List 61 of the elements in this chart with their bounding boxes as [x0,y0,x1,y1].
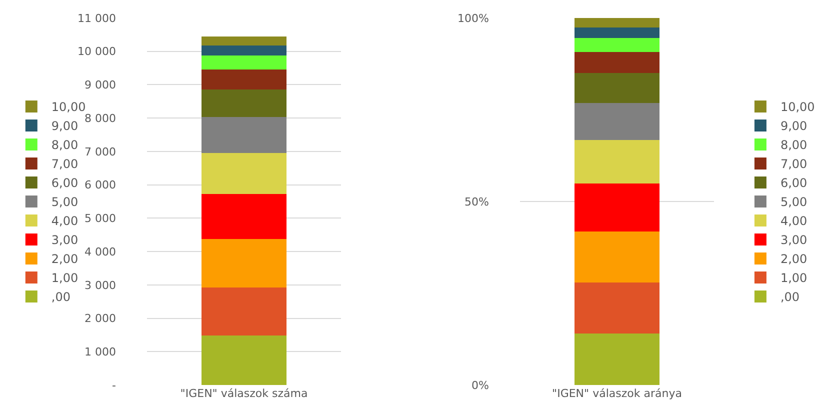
y-tick-label: 9 000 [84,78,116,92]
x-tick-label: "IGEN" válaszok aránya [552,387,682,400]
y-tick-label: 10 000 [78,45,116,58]
legend-label: 1,00 [51,271,78,286]
bar [201,152,287,194]
y-tick-label: 6 000 [84,178,116,192]
legend-label: 6,00 [780,176,808,190]
bar [574,232,660,283]
bar [201,239,287,288]
bar [574,282,660,334]
legend-label: 3,00 [51,233,78,248]
y-tick-label: - [112,378,116,392]
legend-label: 2,00 [51,252,78,266]
bar [574,52,660,74]
bar [574,102,660,140]
legend-label: 7,00 [780,157,808,172]
y-tick-label: 11 000 [78,12,116,25]
y-tick-label: 0% [472,378,489,392]
bar [201,89,287,118]
legend-label: 9,00 [780,119,808,134]
legend-label: 8,00 [51,138,78,152]
legend-label: ,00 [780,290,800,304]
x-tick-label: "IGEN" válaszok száma [180,387,308,400]
y-tick-label: 3 000 [84,278,116,292]
y-tick-label: 7 000 [84,145,116,158]
legend-label: 10,00 [780,100,815,114]
y-tick-label: 1 000 [84,345,116,358]
bar [574,140,660,184]
bar [574,28,660,38]
bar [574,18,660,28]
bar [201,46,287,56]
legend-label: 9,00 [51,119,78,134]
bar [201,288,287,336]
legend-label: 5,00 [51,195,78,210]
bar [574,184,660,232]
legend-label: 10,00 [51,100,86,114]
bar [201,335,287,385]
bar [574,73,660,103]
bar [201,194,287,240]
bar [574,333,660,385]
legend-label: 4,00 [51,214,78,228]
y-tick-label: 4 000 [84,245,116,258]
legend-label: 7,00 [51,157,78,172]
y-tick-label: 100% [458,12,489,25]
bar [574,38,660,52]
bar [201,69,287,90]
y-tick-label: 8 000 [84,112,116,125]
y-tick-label: 5 000 [84,212,116,226]
legend-label: 8,00 [780,138,808,152]
legend-label: 2,00 [780,252,808,266]
legend-label: 1,00 [780,271,808,286]
legend-label: 3,00 [780,233,808,248]
y-tick-label: 50% [464,195,489,208]
legend-label: 6,00 [51,176,78,190]
y-tick-label: 2 000 [84,312,116,326]
legend-label: ,00 [51,290,70,304]
legend-label: 5,00 [780,195,808,210]
bar [201,117,287,153]
legend-label: 4,00 [780,214,808,228]
bar [201,56,287,70]
bar [201,36,287,46]
